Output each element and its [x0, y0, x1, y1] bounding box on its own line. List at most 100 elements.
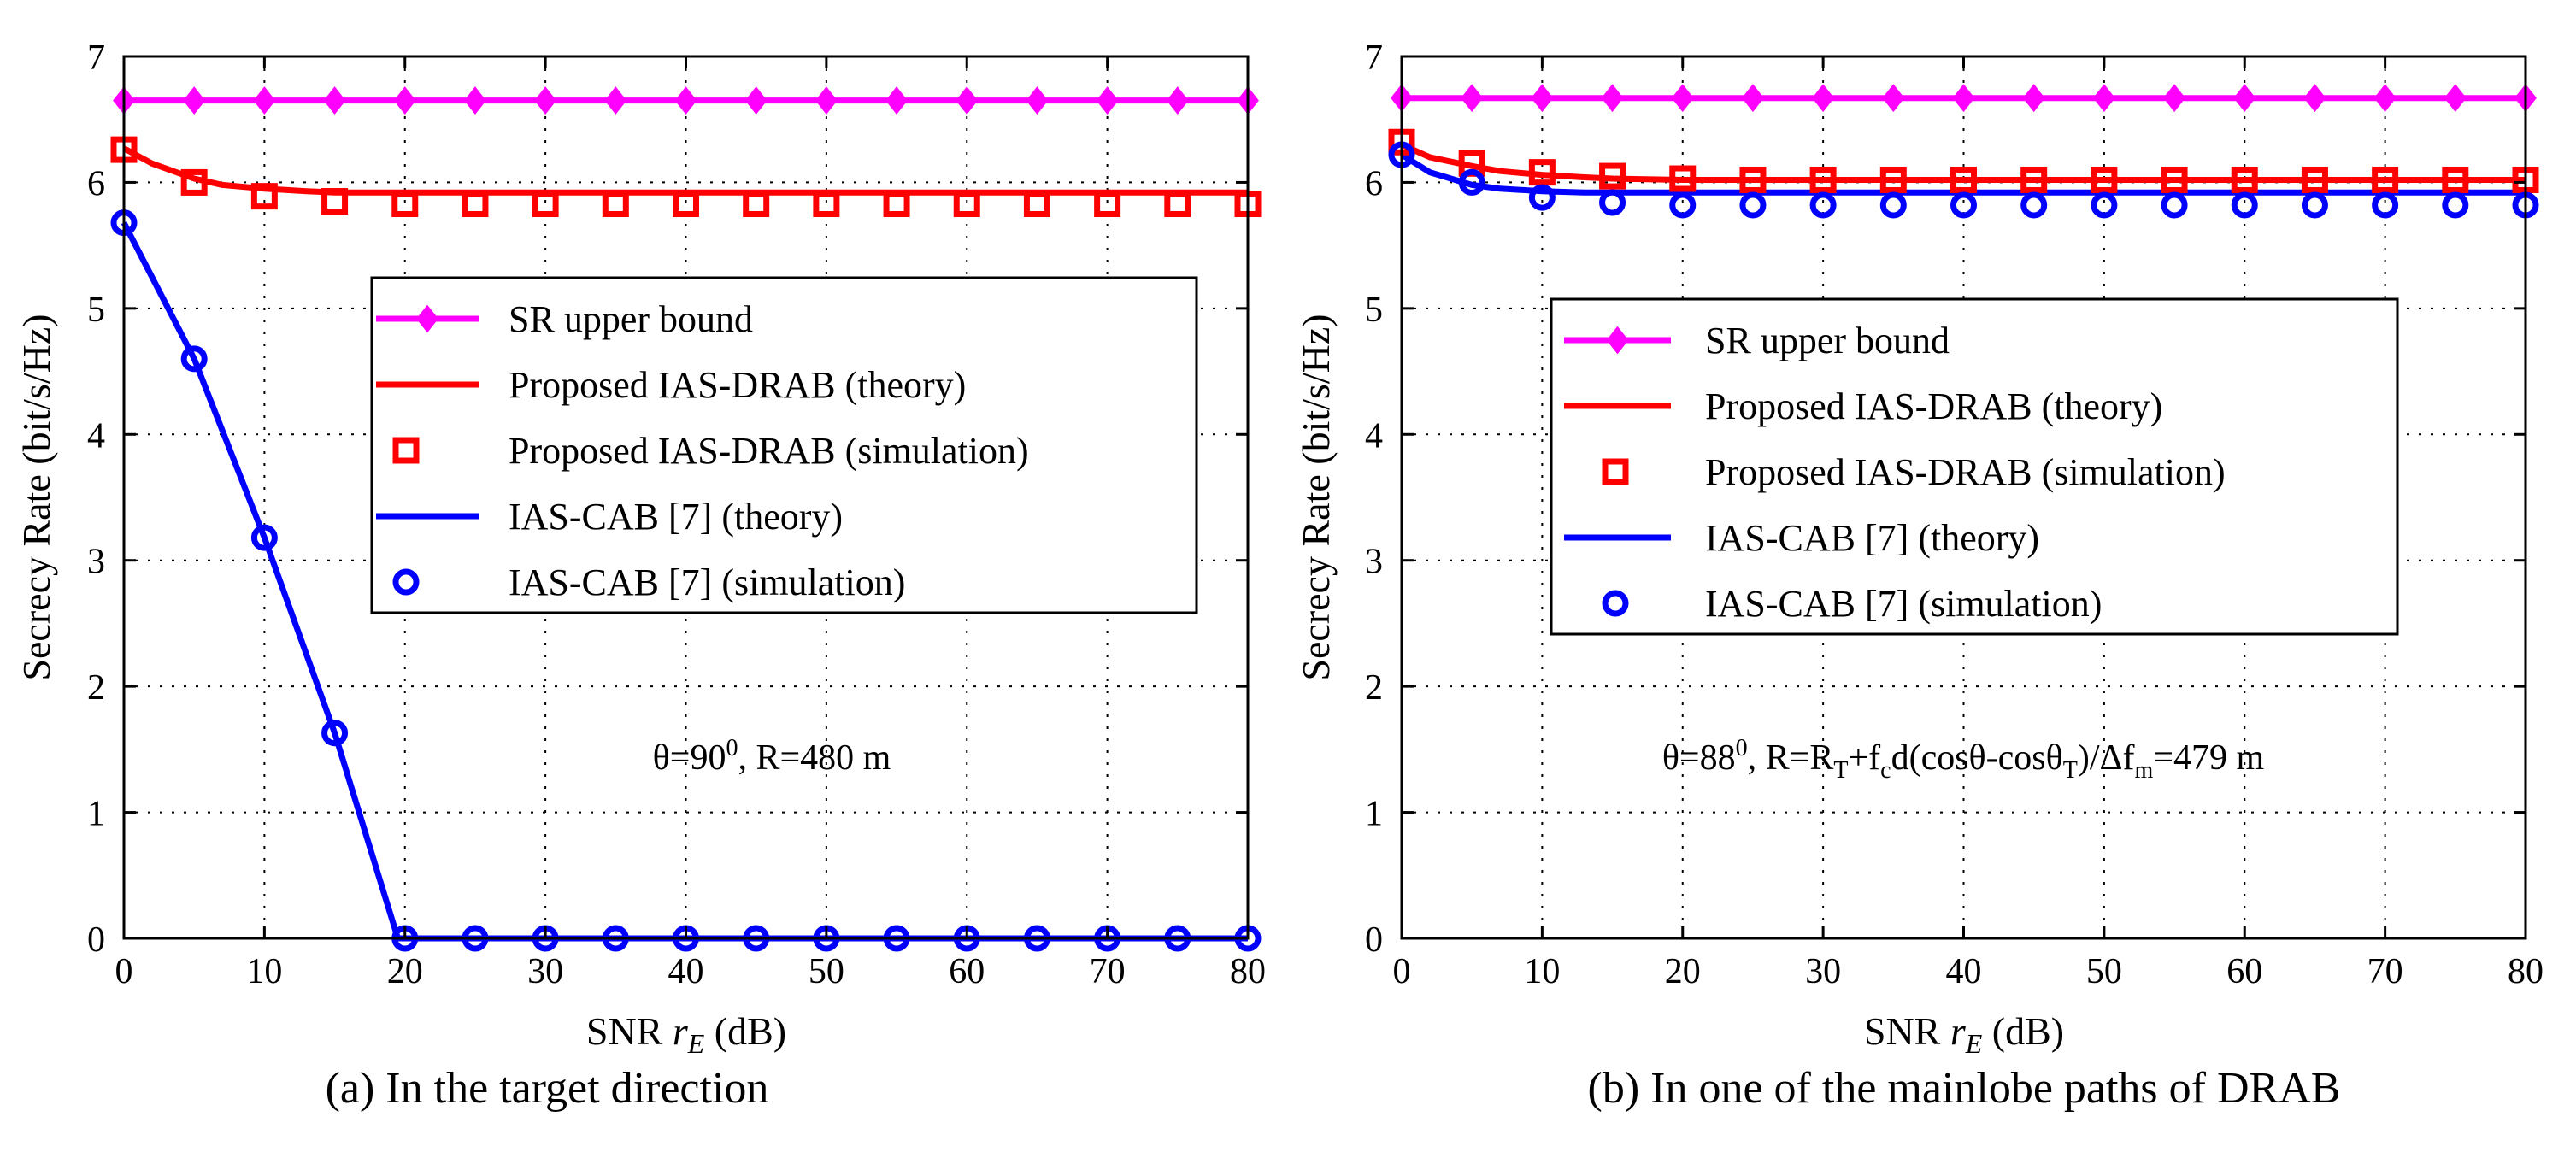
data-point — [604, 86, 627, 115]
data-point — [253, 86, 276, 115]
y-tick-label: 5 — [1365, 291, 1383, 330]
data-point — [1023, 190, 1050, 217]
legend-swatch-marker — [1602, 458, 1629, 485]
data-point — [1739, 191, 1767, 219]
data-point — [2301, 166, 2328, 193]
x-axis-label-prefix: SNR — [1864, 1009, 1950, 1053]
x-axis-label-sub: E — [1965, 1028, 1983, 1059]
x-tick-label: 60 — [949, 952, 985, 991]
data-point — [1950, 191, 1977, 219]
data-point — [1461, 84, 1484, 113]
x-tick-label: 50 — [2086, 952, 2122, 991]
data-point — [2301, 191, 2328, 219]
data-point — [1812, 84, 1835, 113]
annotation-part: c — [1880, 757, 1891, 784]
data-point — [956, 86, 979, 115]
data-point — [2444, 84, 2467, 113]
legend-label: IAS-CAB [7] (theory) — [1705, 517, 2039, 559]
data-point — [1601, 84, 1624, 113]
x-tick-label: 0 — [1393, 952, 1411, 991]
data-point — [1879, 166, 1907, 193]
data-point — [1671, 84, 1694, 113]
legend-label: IAS-CAB [7] (theory) — [509, 496, 843, 538]
annotation-part: d(cosθ-cosθ — [1891, 738, 2063, 778]
y-tick-label: 7 — [1365, 38, 1383, 78]
data-point — [2373, 84, 2397, 113]
data-point — [2161, 166, 2188, 193]
legend-swatch-marker — [416, 304, 438, 333]
data-point — [1879, 191, 1907, 219]
y-tick-label: 2 — [1365, 668, 1383, 708]
data-point — [1094, 190, 1121, 217]
data-point — [1669, 165, 1697, 192]
legend-label: Proposed IAS-DRAB (theory) — [1705, 385, 2162, 427]
figure-caption: (b) In one of the mainlobe paths of DRAB — [1588, 1064, 2341, 1113]
data-point — [673, 190, 699, 217]
data-point — [534, 86, 557, 115]
data-point — [464, 86, 486, 115]
series-markers-4 — [1388, 141, 2539, 219]
data-point — [321, 720, 349, 747]
x-tick-label: 80 — [2508, 952, 2544, 991]
x-tick-label: 0 — [115, 952, 133, 991]
data-point — [2231, 166, 2258, 193]
data-point — [462, 190, 489, 217]
legend-label: Proposed IAS-DRAB (simulation) — [1705, 451, 2226, 493]
y-axis-label: Secrecy Rate (bit/s/Hz) — [15, 314, 58, 680]
data-point — [1950, 166, 1977, 193]
data-point — [2303, 84, 2326, 113]
y-tick-label: 3 — [1365, 543, 1383, 582]
y-tick-label: 0 — [1365, 920, 1383, 960]
x-tick-label: 30 — [527, 952, 563, 991]
legend-label: IAS-CAB [7] (simulation) — [509, 561, 905, 603]
data-point — [2231, 191, 2258, 219]
y-tick-label: 4 — [87, 416, 105, 456]
data-point — [180, 168, 208, 196]
legend-swatch-marker — [1606, 326, 1629, 355]
annotation-part: θ=90 — [653, 738, 726, 778]
data-point — [2442, 191, 2469, 219]
legend-swatch-marker — [392, 568, 420, 596]
data-point — [393, 86, 416, 115]
data-point — [1528, 184, 1556, 211]
data-point — [2020, 166, 2048, 193]
data-point — [2091, 166, 2118, 193]
data-point — [1809, 191, 1837, 219]
parameter-annotation: θ=900, R=480 m — [653, 735, 891, 778]
legend-swatch-marker — [1602, 590, 1629, 617]
data-point — [953, 190, 980, 217]
annotation-part: T — [1833, 757, 1848, 784]
x-tick-label: 10 — [246, 952, 282, 991]
data-point — [815, 86, 838, 115]
y-axis-label: Secrecy Rate (bit/s/Hz) — [1294, 314, 1338, 680]
data-point — [1531, 84, 1554, 113]
data-point — [180, 345, 208, 373]
data-point — [1528, 159, 1556, 186]
data-point — [2442, 166, 2469, 193]
data-point — [2372, 191, 2399, 219]
data-point — [250, 183, 278, 210]
x-axis-label-suffix: (dB) — [1982, 1009, 2064, 1053]
data-point — [885, 86, 908, 115]
data-point — [2022, 84, 2045, 113]
parameter-annotation: θ=880, R=RT+fcd(cosθ-cosθT)/Δfm=479 m — [1662, 735, 2265, 784]
annotation-part: 0 — [726, 735, 738, 761]
series-line-3 — [1400, 152, 2526, 196]
x-tick-label: 70 — [2367, 952, 2403, 991]
x-tick-label: 80 — [1230, 952, 1266, 991]
data-point — [2020, 191, 2048, 219]
data-point — [674, 86, 697, 115]
legend-label: IAS-CAB [7] (simulation) — [1705, 583, 2102, 625]
x-axis-label-var: r — [1950, 1009, 1967, 1053]
y-tick-label: 0 — [87, 920, 105, 960]
x-tick-label: 60 — [2226, 952, 2262, 991]
series-markers-0 — [113, 86, 1259, 115]
data-point — [2161, 191, 2188, 219]
series-line-1 — [1400, 142, 2526, 183]
data-point — [1164, 190, 1191, 217]
data-point — [1599, 189, 1626, 216]
x-tick-label: 40 — [668, 952, 704, 991]
annotation-part: θ=88 — [1662, 738, 1736, 778]
data-point — [2163, 84, 2185, 113]
y-tick-label: 4 — [1365, 416, 1383, 456]
